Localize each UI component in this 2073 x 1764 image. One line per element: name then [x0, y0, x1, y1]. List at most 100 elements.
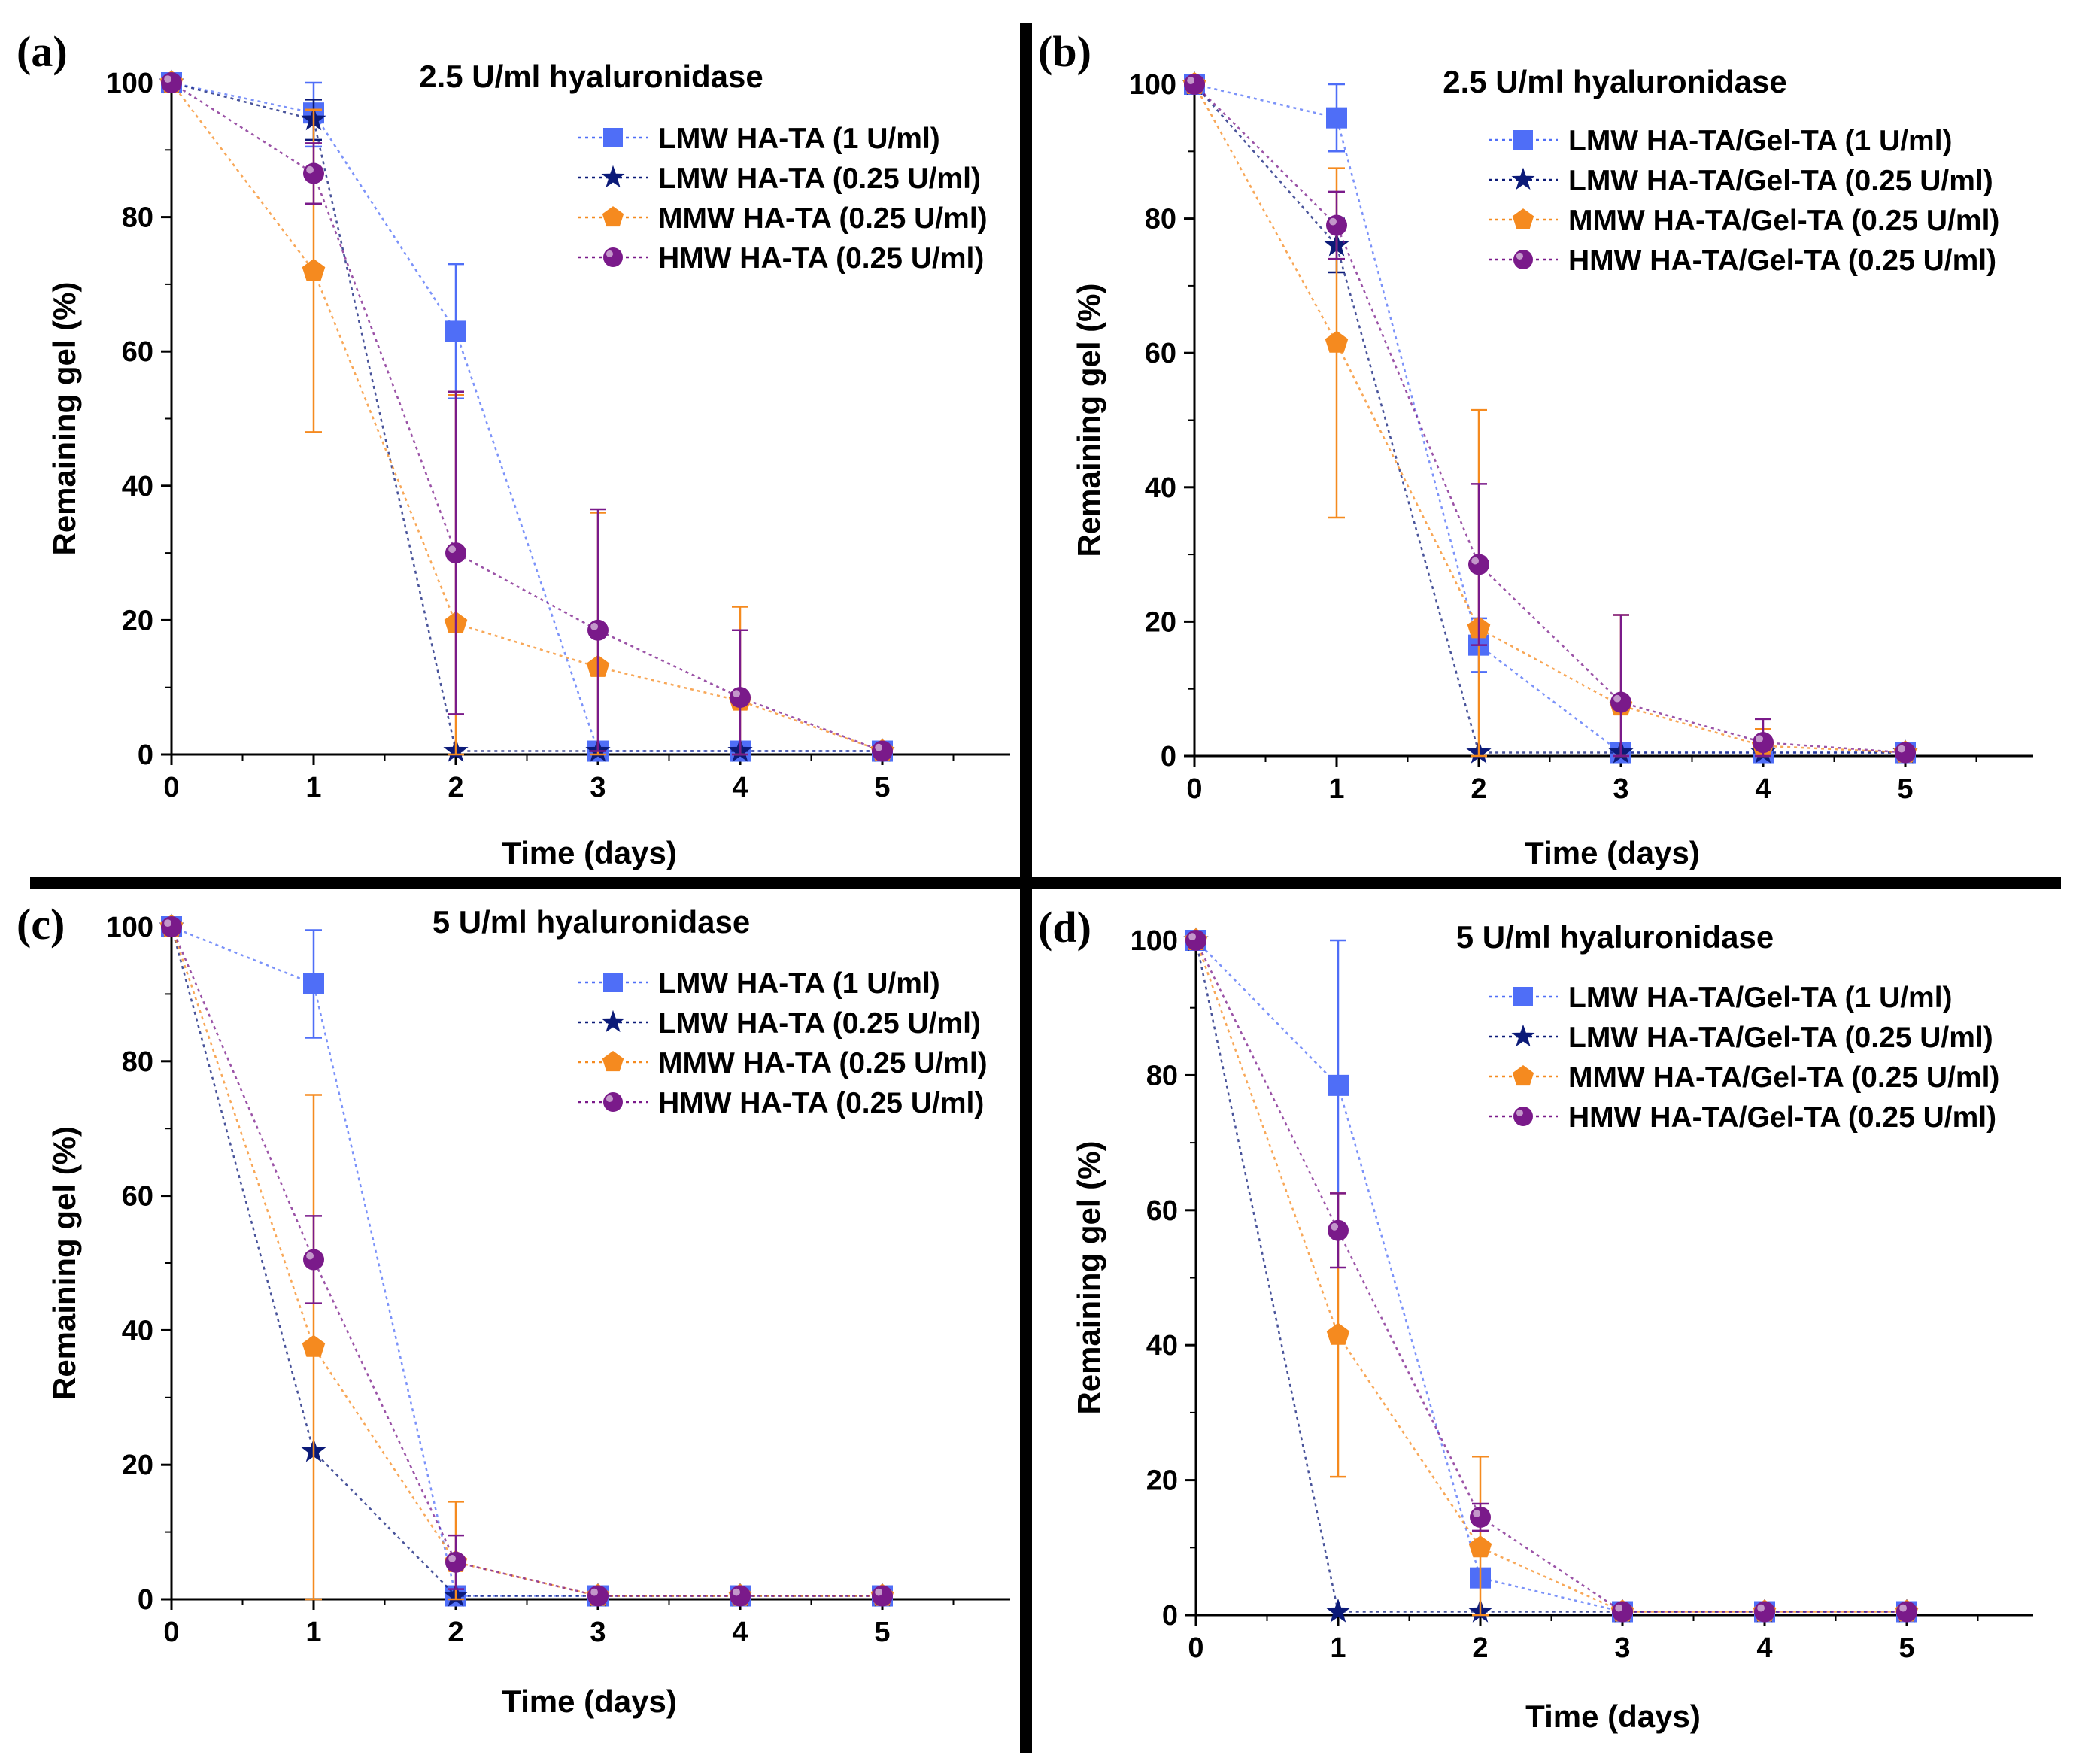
legend-label: LMW HA-TA (0.25 U/ml): [658, 162, 981, 195]
legend-label: LMW HA-TA/Gel-TA (1 U/ml): [1568, 982, 1953, 1014]
data-point: [1610, 691, 1631, 713]
y-tick-label: 60: [122, 336, 153, 368]
series-line: [1194, 83, 1905, 754]
x-tick-label: 2: [448, 1617, 463, 1648]
data-point: [303, 162, 324, 184]
series-line: [1193, 83, 1906, 754]
data-point-highlight: [306, 165, 314, 174]
data-point: [445, 320, 466, 342]
y-tick-label: 80: [1146, 1060, 1178, 1091]
legend: LMW HA-TA/Gel-TA (1 U/ml) LMW HA-TA/Gel-T…: [1489, 125, 1999, 277]
legend-marker-highlight: [606, 1095, 613, 1102]
y-tick-label: 80: [1145, 204, 1176, 235]
y-tick-label: 60: [1145, 338, 1176, 369]
y-tick-label: 40: [1145, 472, 1176, 504]
y-tick-label: 80: [122, 1046, 153, 1078]
y-tick-label: 0: [1161, 741, 1176, 773]
x-axis-label: Time (days): [1525, 1699, 1701, 1734]
x-tick-label: 4: [1755, 773, 1771, 805]
y-tick-label: 20: [122, 605, 153, 636]
legend-label: HMW HA-TA (0.25 U/ml): [658, 1087, 984, 1119]
legend-marker: [603, 1092, 623, 1112]
data-point: [1326, 214, 1347, 236]
chart-title: 2.5 U/ml hyaluronidase: [419, 59, 763, 94]
legend-marker: [1511, 1024, 1535, 1047]
data-point: [587, 1585, 609, 1607]
x-axis-label: Time (days): [1525, 835, 1700, 870]
data-point-highlight: [448, 1555, 456, 1562]
data-point-highlight: [1899, 1604, 1908, 1612]
data-point-highlight: [164, 919, 172, 927]
y-tick-label: 80: [122, 202, 153, 234]
legend-label: LMW HA-TA (1 U/ml): [658, 967, 940, 1000]
data-point-highlight: [1329, 217, 1337, 226]
panel-label: (d): [1038, 903, 1091, 952]
x-tick-label: 3: [590, 772, 606, 803]
series-4: [1184, 74, 1916, 764]
x-tick-label: 0: [1188, 1632, 1203, 1664]
data-point: [872, 740, 893, 762]
data-point-highlight: [1757, 1604, 1765, 1612]
panel-a: (a) 2.5 U/ml hyaluronidase 0 20 40 60 80 100 0 1 2…: [17, 27, 1010, 870]
y-tick-label: 20: [1145, 606, 1176, 638]
x-tick-label: 0: [1186, 773, 1202, 805]
data-point: [1328, 1219, 1349, 1241]
x-tick-label: 1: [1330, 1632, 1346, 1664]
data-point: [1753, 732, 1774, 754]
data-point: [302, 258, 326, 281]
legend: LMW HA-TA (1 U/ml) LMW HA-TA (0.25 U/ml) M…: [578, 967, 988, 1119]
y-tick-label: 0: [1162, 1600, 1178, 1632]
chart-title: 5 U/ml hyaluronidase: [433, 904, 750, 940]
data-point: [161, 916, 182, 937]
legend-label: LMW HA-TA/Gel-TA (1 U/ml): [1568, 125, 1953, 157]
series-line: [170, 926, 882, 1597]
data-point-highlight: [1898, 745, 1906, 753]
data-point: [1470, 1506, 1491, 1528]
data-point-highlight: [1473, 1510, 1480, 1517]
chart-title: 2.5 U/ml hyaluronidase: [1443, 64, 1787, 99]
series-4: [1185, 930, 1917, 1623]
x-tick-label: 5: [874, 1617, 890, 1648]
legend-label: LMW HA-TA (0.25 U/ml): [658, 1007, 981, 1040]
data-point: [1326, 107, 1347, 129]
data-point: [1185, 930, 1206, 951]
panel-label: (b): [1038, 27, 1091, 76]
legend-marker: [601, 1010, 625, 1033]
legend-label: MMW HA-TA/Gel-TA (0.25 U/ml): [1568, 1061, 1999, 1094]
series-4: [161, 72, 893, 762]
data-point: [1896, 1601, 1917, 1623]
legend-marker: [603, 973, 623, 992]
panel-label: (c): [17, 900, 65, 949]
legend-marker: [1513, 1107, 1533, 1126]
legend-marker: [1512, 1065, 1534, 1086]
panel-c: (c) 5 U/ml hyaluronidase 0 20 40 60 80 100 0 1 2 3 4…: [17, 900, 1010, 1719]
legend-label: LMW HA-TA (1 U/ml): [658, 123, 940, 155]
x-tick-label: 2: [1472, 1632, 1488, 1664]
data-point-highlight: [164, 75, 172, 83]
y-tick-label: 100: [1131, 925, 1178, 957]
data-point-highlight: [1615, 1604, 1623, 1612]
data-point: [730, 1585, 751, 1607]
data-point: [445, 1551, 466, 1573]
data-point-highlight: [448, 545, 456, 554]
y-tick-label: 60: [122, 1181, 153, 1213]
data-point-highlight: [733, 690, 740, 698]
data-point: [302, 1334, 326, 1357]
x-tick-label: 1: [305, 772, 321, 803]
y-tick-label: 20: [122, 1450, 153, 1481]
data-point-highlight: [733, 1588, 740, 1596]
legend-marker: [602, 1051, 624, 1072]
x-tick-label: 5: [1897, 773, 1913, 805]
data-point: [303, 973, 324, 994]
legend-marker: [1513, 130, 1533, 150]
x-tick-label: 4: [1756, 1632, 1772, 1664]
panel-label: (a): [17, 27, 68, 76]
x-tick-label: 0: [163, 1617, 179, 1648]
y-axis-label: Remaining gel (%): [47, 1126, 82, 1400]
data-point-highlight: [306, 1252, 314, 1260]
panel-d: (d) 5 U/ml hyaluronidase 0 20 40 60 80 100 0 1 2 3 4…: [1038, 903, 2033, 1734]
data-point-highlight: [1188, 933, 1196, 940]
x-tick-label: 1: [305, 1617, 321, 1648]
y-tick-label: 0: [138, 1584, 153, 1616]
legend-label: MMW HA-TA (0.25 U/ml): [658, 202, 988, 235]
